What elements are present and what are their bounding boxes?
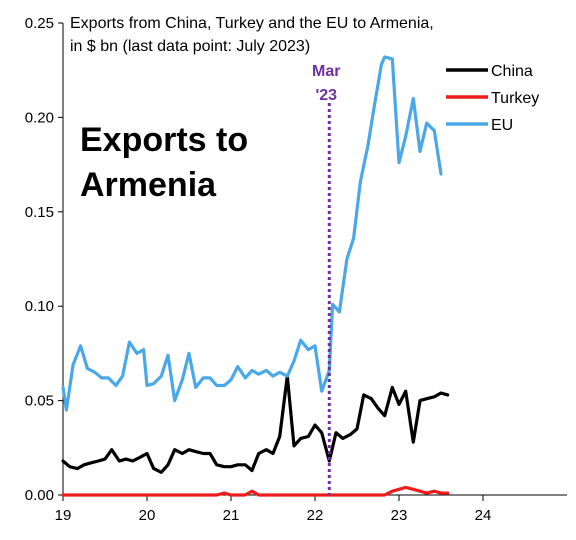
chart-title-line-2: in $ bn (last data point: July 2023) [70, 38, 310, 55]
series-line-china [61, 374, 450, 474]
x-tick-label: 23 [391, 507, 408, 524]
y-tick-label: 0.25 [25, 15, 54, 32]
x-tick-label: 24 [475, 507, 492, 524]
annotation-label-line-1: Mar [312, 63, 340, 80]
series-line-eu [61, 55, 443, 412]
legend-label-eu: EU [491, 117, 513, 134]
y-tick-label: 0.10 [25, 298, 54, 315]
y-tick-label: 0.15 [25, 204, 54, 221]
x-tick-label: 21 [223, 507, 240, 524]
chart-title-line-1: Exports from China, Turkey and the EU to… [70, 15, 434, 32]
x-tick-label: 19 [55, 507, 72, 524]
series-line-turkey [61, 485, 450, 497]
y-tick-label: 0.05 [25, 393, 54, 410]
legend: China Turkey EU [446, 63, 539, 134]
legend-label-turkey: Turkey [491, 90, 539, 107]
march-2023-annotation: Mar '23 [312, 63, 341, 495]
y-tick-label: 0.20 [25, 109, 54, 126]
x-tick-label: 20 [139, 507, 156, 524]
overlay-label-line-1: Exports to [80, 121, 248, 159]
x-tick-label: 22 [307, 507, 324, 524]
legend-label-china: China [491, 63, 533, 80]
y-tick-label: 0.00 [25, 487, 54, 504]
annotation-label-line-2: '23 [315, 87, 337, 104]
overlay-label-line-2: Armenia [80, 166, 217, 204]
series-layer [61, 55, 450, 497]
axes: 0.00 0.05 0.10 0.15 0.20 0.25 19 20 21 22 23 24 [25, 15, 567, 524]
